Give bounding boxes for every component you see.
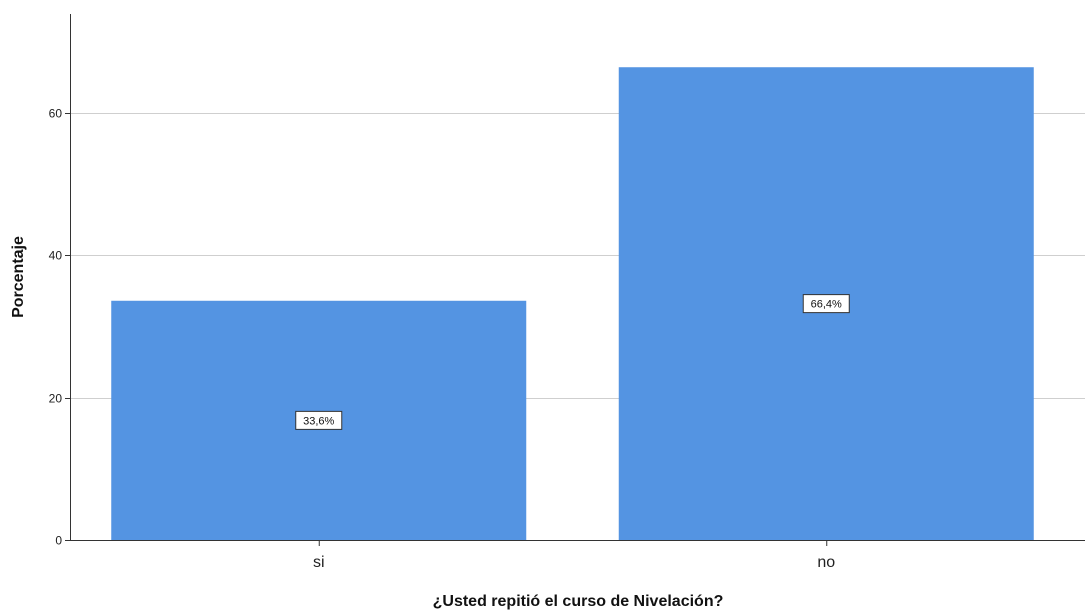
data-label-box: [802, 294, 850, 314]
x-axis-title: ¿Usted repitió el curso de Nivelación?: [433, 593, 724, 610]
data-label-box: [295, 410, 343, 430]
axes: [70, 14, 1085, 541]
x-ticks: si no: [313, 540, 835, 571]
data-label: 66,4%: [811, 299, 842, 311]
y-tick-label: 40: [49, 249, 63, 263]
x-tick-label: no: [817, 554, 835, 571]
y-tick-label: 20: [49, 392, 63, 406]
bars: [111, 67, 1034, 541]
data-label: 33,6%: [303, 415, 334, 427]
y-axis-title: Porcentaje: [10, 236, 27, 318]
x-tick-label: si: [313, 554, 325, 571]
y-tick-label: 60: [49, 107, 63, 121]
data-labels: 33,6% 66,4%: [295, 294, 850, 430]
y-ticks: 0 20 40 60: [49, 107, 70, 548]
y-tick-label: 0: [55, 534, 62, 548]
